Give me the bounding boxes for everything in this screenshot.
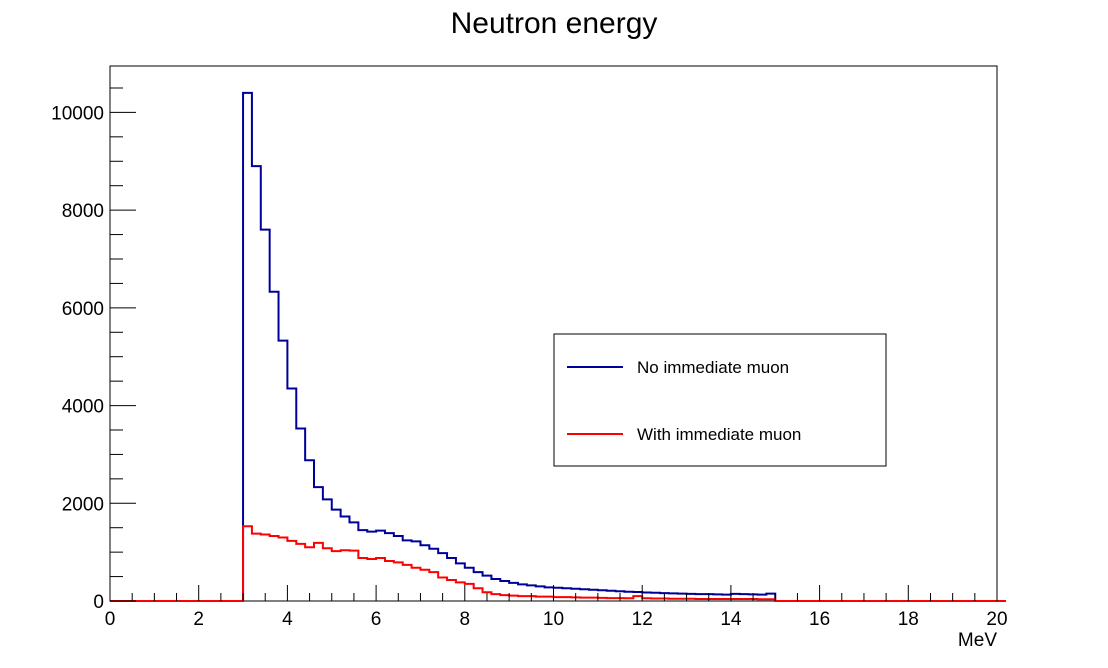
x-tick-label: 2 [193, 609, 204, 630]
x-tick-label: 4 [282, 609, 293, 630]
y-tick-label: 2000 [62, 494, 104, 515]
y-tick-label: 6000 [62, 299, 104, 320]
legend-label-with-immediate-muon: With immediate muon [637, 425, 801, 444]
y-tick-label: 10000 [51, 103, 104, 124]
y-tick-label: 4000 [62, 397, 104, 418]
x-tick-label: 10 [543, 609, 564, 630]
y-tick-label: 8000 [62, 201, 104, 222]
legend-label-no-immediate-muon: No immediate muon [637, 358, 789, 377]
y-tick-label: 0 [93, 592, 104, 613]
x-tick-label: 20 [986, 609, 1007, 630]
x-tick-label: 16 [809, 609, 830, 630]
x-tick-label: 0 [105, 609, 116, 630]
legend-box [553, 333, 887, 467]
x-tick-label: 12 [632, 609, 653, 630]
x-tick-label: 8 [460, 609, 471, 630]
series-with-immediate-muon [110, 525, 1006, 602]
x-tick-label: 14 [720, 609, 742, 630]
x-axis-label: MeV [958, 630, 997, 651]
x-tick-label: 18 [898, 609, 919, 630]
legend: No immediate muon With immediate muon [553, 333, 887, 467]
axis-layer: 0 2 4 6 8 10 12 14 16 18 20 0 2000 4000 6000 8000 10000 [51, 87, 1008, 630]
chart-title: Neutron energy [451, 7, 658, 40]
x-tick-label: 6 [371, 609, 382, 630]
